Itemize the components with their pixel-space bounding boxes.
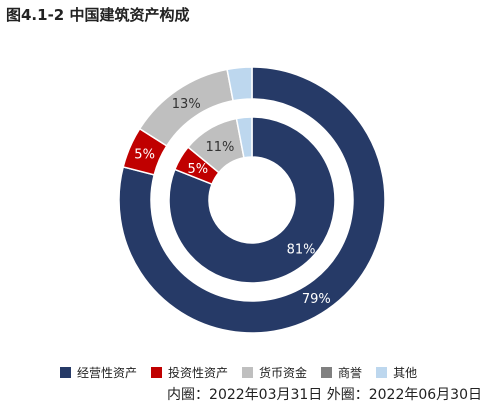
legend-item-investment: 投资性资产 <box>151 364 228 381</box>
legend-swatch <box>321 367 333 378</box>
outer-data-label-0: 79% <box>302 292 331 307</box>
outer-data-label-2: 13% <box>172 97 201 112</box>
legend-item-other: 其他 <box>376 364 417 381</box>
legend-label: 经营性资产 <box>77 366 138 380</box>
legend-item-goodwill: 商誉 <box>321 364 362 381</box>
inner-data-label-0: 81% <box>287 242 316 257</box>
legend-swatch <box>60 367 71 378</box>
legend-label: 货币资金 <box>259 366 308 380</box>
inner-data-label-1: 5% <box>187 162 208 177</box>
legend-label: 商誉 <box>338 366 363 380</box>
legend-item-operating: 经营性资产 <box>60 364 137 381</box>
legend-item-cash: 货币资金 <box>242 364 307 381</box>
outer-slice-4 <box>226 66 253 102</box>
inner-slice-0 <box>168 116 336 284</box>
footnote: 内圈：2022年03月31日 外圈：2022年06月30日 <box>167 387 482 403</box>
outer-slice-0 <box>118 66 386 334</box>
legend-label: 投资性资产 <box>168 366 229 380</box>
legend-swatch <box>376 367 388 378</box>
legend: 经营性资产 投资性资产 货币资金 商誉 其他 <box>60 364 431 381</box>
chart-title: 图4.1-2 中国建筑资产构成 <box>6 6 190 24</box>
inner-data-label-2: 11% <box>205 140 234 155</box>
inner-slice-4 <box>235 116 253 159</box>
legend-swatch <box>242 367 254 378</box>
legend-swatch <box>151 367 163 378</box>
outer-data-label-1: 5% <box>134 148 155 163</box>
legend-label: 其他 <box>393 366 418 380</box>
